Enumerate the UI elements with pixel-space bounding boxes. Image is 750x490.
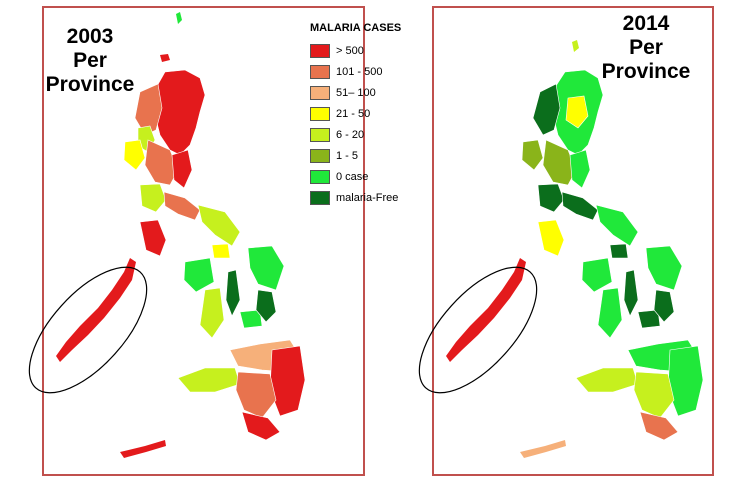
region-babuyan: [160, 54, 170, 62]
region-mindoro: [139, 219, 167, 257]
legend-swatch: [310, 106, 330, 121]
region-quezon: [163, 191, 201, 221]
region-mindoro: [537, 219, 565, 257]
region-sulu: [520, 440, 566, 458]
region-luzon-central: [144, 139, 179, 186]
region-mindanao-east: [667, 345, 704, 417]
region-cebu: [225, 269, 241, 317]
legend-item: 1 - 5: [310, 145, 422, 166]
map-title-per: Per: [629, 36, 663, 60]
region-masbate: [211, 243, 231, 259]
legend-item: > 500: [310, 40, 422, 61]
legend-item: 21 - 50: [310, 103, 422, 124]
region-manila-area: [537, 183, 565, 213]
legend-label: 1 - 5: [336, 149, 359, 162]
region-palawan: [56, 258, 136, 362]
legend-label: 51– 100: [336, 86, 376, 99]
region-negros: [597, 287, 623, 339]
legend-items: > 500 101 - 500 51– 100 21 - 50 6 - 20 1 - 5 0…: [310, 40, 422, 208]
region-quezon: [561, 191, 599, 221]
legend-item: 0 case: [310, 166, 422, 187]
region-mindanao-south: [639, 411, 679, 441]
region-sulu: [120, 440, 166, 458]
region-cebu: [623, 269, 639, 317]
legend-label: malaria-Free: [336, 191, 399, 204]
region-bicol: [595, 204, 639, 247]
legend-item: malaria-Free: [310, 187, 422, 208]
region-luzon-central: [542, 139, 577, 186]
legend-swatch: [310, 148, 330, 163]
map-title-per: Per: [73, 49, 107, 73]
legend-swatch: [310, 43, 330, 58]
palawan-highlight-ellipse: [418, 266, 538, 394]
region-bohol: [637, 309, 661, 329]
map-2014: [418, 40, 704, 458]
legend-label: 6 - 20: [336, 128, 365, 141]
map-title-year: 2003: [66, 25, 114, 48]
region-leyte: [255, 289, 277, 323]
region-luzon-yellow: [565, 95, 589, 129]
region-bohol: [239, 309, 263, 329]
region-mindanao-central: [235, 371, 277, 419]
region-bicol: [197, 204, 241, 247]
legend-item: 6 - 20: [310, 124, 422, 145]
legend-item: 101 - 500: [310, 61, 422, 82]
region-samar: [645, 245, 683, 291]
legend-label: 101 - 500: [336, 65, 383, 78]
legend-swatch: [310, 127, 330, 142]
map-title-province: Province: [601, 60, 691, 84]
legend-swatch: [310, 169, 330, 184]
region-batanes: [572, 40, 579, 52]
region-negros: [199, 287, 225, 339]
region-mindanao-east: [269, 345, 306, 417]
legend-label: 21 - 50: [336, 107, 371, 120]
legend-label: 0 case: [336, 170, 369, 183]
region-luzon-west: [134, 83, 163, 136]
palawan-highlight-ellipse: [28, 266, 148, 394]
region-zamboanga: [575, 367, 639, 393]
region-mindanao-south: [241, 411, 281, 441]
map-panel-2003: [42, 6, 365, 476]
legend-swatch: [310, 85, 330, 100]
region-luzon-cordillera: [521, 139, 544, 171]
legend-title: MALARIA CASES: [310, 22, 402, 34]
region-leyte: [653, 289, 675, 323]
region-masbate: [609, 243, 629, 259]
region-panay: [183, 257, 215, 293]
region-batanes: [176, 12, 182, 24]
legend-swatch: [310, 190, 330, 205]
region-palawan: [446, 258, 526, 362]
legend-label: > 500: [336, 44, 364, 57]
map-title-province: Province: [45, 73, 135, 97]
legend: MALARIA CASES > 500 101 - 500 51– 100 21 - …: [310, 22, 422, 208]
legend-swatch: [310, 64, 330, 79]
region-luzon-cordillera: [123, 139, 146, 171]
region-luzon-east: [171, 149, 193, 189]
map-2003: [28, 12, 306, 458]
legend-item: 51– 100: [310, 82, 422, 103]
map-title-year: 2014: [622, 12, 670, 35]
region-luzon-east: [569, 149, 591, 189]
region-manila-area: [139, 183, 167, 213]
region-luzon-west: [532, 83, 561, 136]
map-title-2014: 2014 Per Province: [590, 12, 702, 84]
region-mindanao-central: [633, 371, 675, 419]
region-panay: [581, 257, 613, 293]
region-zamboanga: [177, 367, 241, 393]
map-title-2003: 2003 Per Province: [40, 25, 140, 97]
region-samar: [247, 245, 285, 291]
